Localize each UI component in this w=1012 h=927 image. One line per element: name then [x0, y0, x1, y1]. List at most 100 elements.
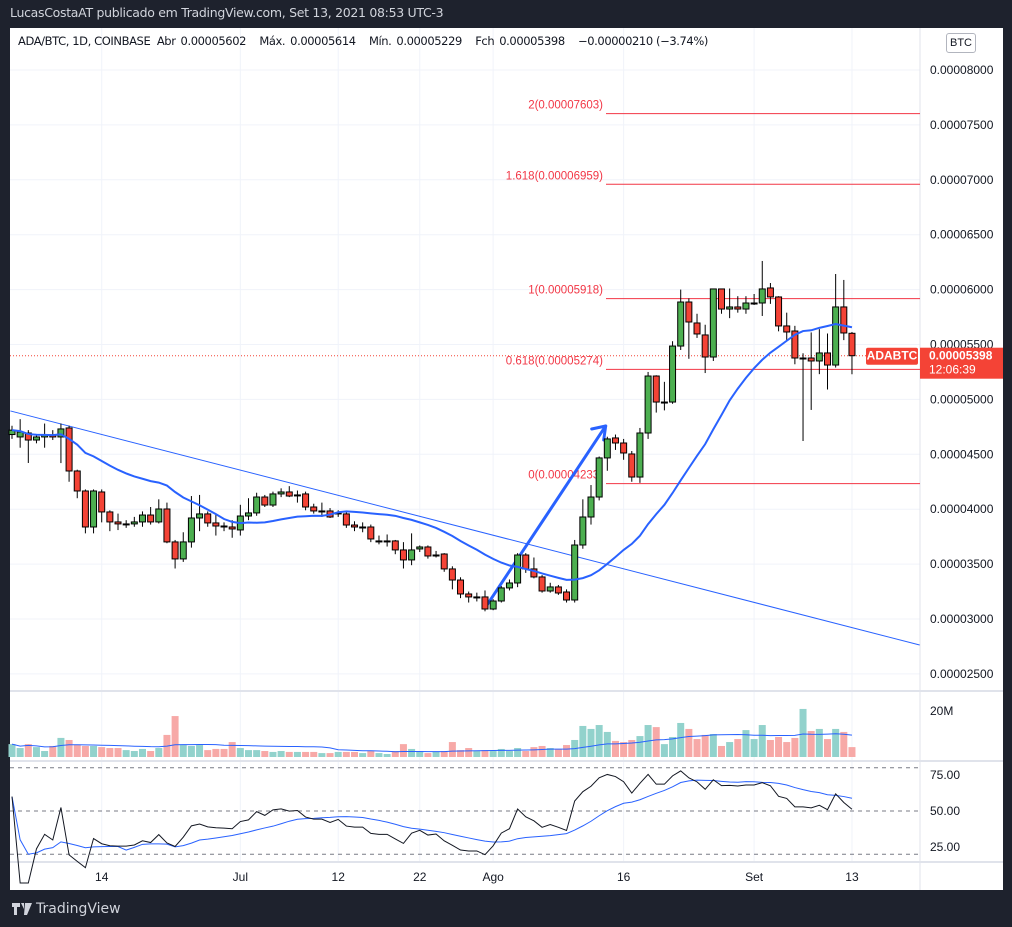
candle[interactable]	[204, 511, 212, 527]
candle[interactable]	[742, 296, 750, 314]
candle[interactable]	[750, 293, 758, 305]
arrow-line[interactable]	[483, 424, 608, 610]
candle[interactable]	[636, 427, 644, 483]
candle[interactable]	[505, 579, 513, 591]
candle[interactable]	[530, 557, 538, 579]
candle[interactable]	[220, 522, 228, 532]
tradingview-logo[interactable]: TradingView	[12, 901, 121, 917]
candle[interactable]	[147, 507, 155, 525]
currency-button[interactable]: BTC	[946, 33, 976, 53]
candle[interactable]	[709, 288, 717, 361]
candle[interactable]	[244, 498, 252, 521]
candle[interactable]	[603, 436, 611, 471]
candle[interactable]	[293, 490, 301, 503]
candle[interactable]	[302, 491, 310, 511]
candle[interactable]	[546, 582, 554, 593]
candle[interactable]	[432, 550, 440, 558]
candle[interactable]	[212, 514, 220, 536]
candle[interactable]	[701, 324, 709, 374]
candle[interactable]	[440, 553, 448, 572]
candle[interactable]	[848, 331, 856, 375]
candle[interactable]	[791, 325, 799, 365]
candle[interactable]	[424, 545, 432, 559]
candle[interactable]	[391, 539, 399, 555]
candle[interactable]	[652, 375, 660, 413]
candle[interactable]	[285, 486, 293, 498]
candle[interactable]	[65, 425, 73, 482]
candle[interactable]	[775, 296, 783, 332]
candle[interactable]	[587, 485, 595, 525]
candle[interactable]	[73, 469, 81, 499]
candle[interactable]	[660, 381, 668, 411]
candle[interactable]	[57, 423, 65, 464]
symbol-name[interactable]: ADA/BTC, 1D, COINBASE	[18, 34, 151, 48]
candle[interactable]	[481, 590, 489, 612]
candle[interactable]	[685, 298, 693, 359]
candle[interactable]	[465, 591, 473, 603]
candle[interactable]	[408, 533, 416, 566]
candle[interactable]	[726, 288, 734, 319]
candle[interactable]	[473, 592, 481, 602]
candle[interactable]	[253, 492, 261, 516]
candle[interactable]	[163, 502, 171, 544]
candle[interactable]	[620, 438, 628, 460]
candle[interactable]	[807, 332, 815, 410]
candle[interactable]	[106, 510, 114, 532]
candle[interactable]	[611, 434, 619, 450]
candle[interactable]	[669, 341, 677, 404]
candle[interactable]	[130, 516, 138, 527]
candle[interactable]	[563, 589, 571, 603]
candle[interactable]	[32, 434, 40, 444]
candle[interactable]	[342, 512, 350, 528]
candle[interactable]	[514, 553, 522, 588]
candle[interactable]	[8, 425, 16, 439]
candle[interactable]	[579, 499, 587, 549]
candle[interactable]	[571, 539, 579, 603]
candle[interactable]	[693, 313, 701, 338]
candle[interactable]	[122, 520, 130, 528]
candle[interactable]	[359, 522, 367, 533]
candle[interactable]	[783, 312, 791, 342]
candle[interactable]	[416, 545, 424, 553]
candle[interactable]	[90, 489, 98, 534]
candle[interactable]	[448, 566, 456, 590]
candle[interactable]	[717, 288, 725, 314]
candle[interactable]	[138, 511, 146, 527]
candle[interactable]	[644, 371, 652, 439]
candle[interactable]	[98, 489, 106, 523]
candle[interactable]	[81, 489, 89, 534]
candle[interactable]	[399, 542, 407, 569]
candle[interactable]	[179, 532, 187, 562]
candle[interactable]	[824, 333, 831, 390]
candle[interactable]	[832, 274, 840, 368]
candle[interactable]	[16, 419, 24, 448]
candle[interactable]	[277, 488, 285, 498]
candle[interactable]	[595, 456, 603, 501]
candle[interactable]	[261, 494, 269, 508]
candle[interactable]	[318, 502, 326, 517]
candle[interactable]	[196, 494, 204, 532]
trend-line[interactable]	[10, 410, 920, 646]
candle[interactable]	[114, 513, 122, 531]
candle[interactable]	[171, 539, 179, 569]
candle[interactable]	[187, 496, 195, 548]
candle[interactable]	[840, 279, 848, 341]
candle[interactable]	[367, 524, 375, 543]
candle[interactable]	[815, 329, 823, 375]
candle[interactable]	[538, 575, 546, 593]
candle[interactable]	[497, 586, 505, 603]
candle[interactable]	[457, 577, 465, 599]
candle[interactable]	[155, 499, 163, 524]
candle[interactable]	[677, 289, 685, 350]
candle[interactable]	[383, 534, 391, 547]
candle[interactable]	[734, 296, 742, 313]
candle[interactable]	[228, 520, 236, 538]
candle[interactable]	[758, 260, 766, 316]
candle[interactable]	[766, 283, 774, 304]
candle[interactable]	[554, 584, 562, 595]
candle[interactable]	[799, 353, 807, 442]
candle[interactable]	[310, 503, 318, 514]
candle[interactable]	[375, 535, 383, 545]
candle[interactable]	[351, 521, 359, 532]
